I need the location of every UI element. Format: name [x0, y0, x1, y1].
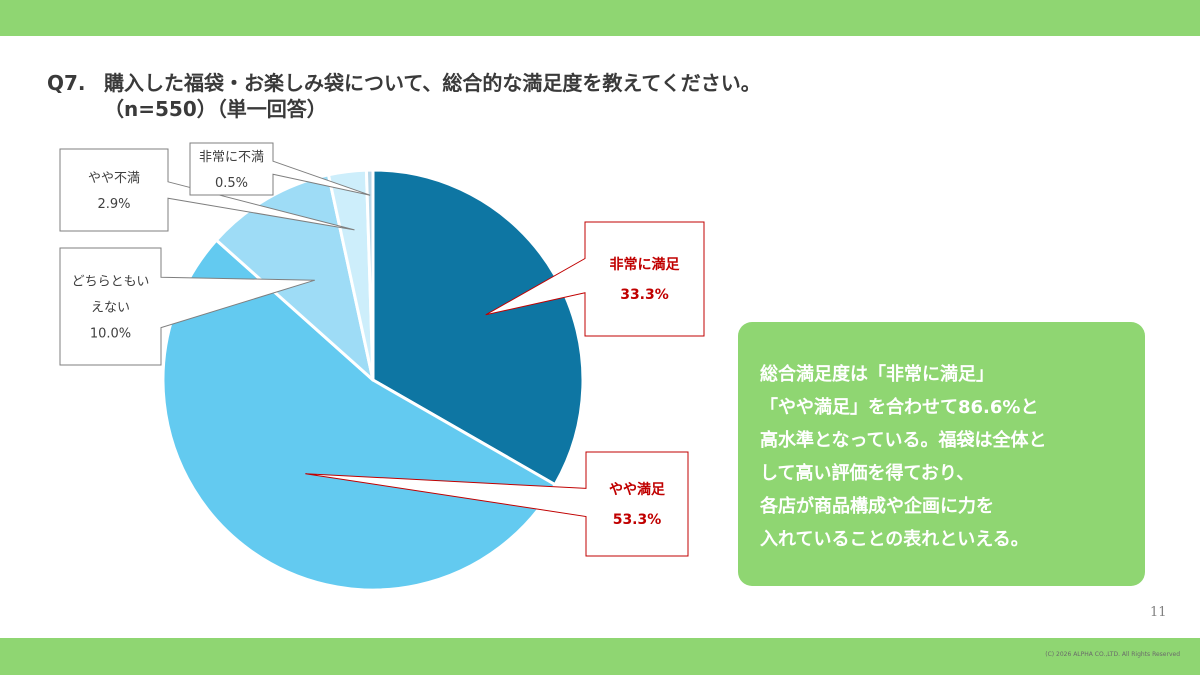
summary-line: 各店が商品構成や企画に力を: [760, 496, 994, 517]
summary-line: 高水準となっている。福袋は全体と: [760, 430, 1047, 451]
page-number: 11: [1150, 605, 1167, 620]
slice-category-label: やや満足: [609, 481, 666, 498]
copyright-text: (C) 2026 ALPHA CO.,LTD. All Rights Reser…: [1045, 651, 1180, 658]
summary-box: 総合満足度は「非常に満足」 「やや満足」を合わせて86.6%と 高水準となってい…: [738, 322, 1145, 586]
callout-box: [59, 148, 355, 232]
slice-percent-label: 53.3%: [613, 512, 662, 528]
pie-slice: [371, 168, 585, 487]
top-band: [0, 0, 1200, 36]
slice-percent-label: 33.3%: [620, 287, 669, 303]
summary-line: して高い評価を得ており、: [760, 463, 975, 484]
slice-percent-label: 0.5%: [215, 176, 248, 191]
question-subtext: （n=550）（単一回答）: [104, 97, 327, 121]
slice-category-label: 非常に不満: [199, 150, 264, 165]
question-heading: Q7. 購入した福袋・お楽しみ袋について、総合的な満足度を教えてください。 （n=…: [47, 70, 761, 122]
summary-line: 「やや満足」を合わせて86.6%と: [760, 397, 1039, 418]
slice-category-label: やや不満: [88, 171, 140, 186]
summary-line: 総合満足度は「非常に満足」: [760, 364, 994, 385]
summary-line: 入れていることの表れといえる。: [760, 529, 1029, 550]
callout-box: [305, 451, 689, 557]
slice-category-label: えない: [91, 301, 130, 316]
slice-category-label: どちらともい: [72, 275, 150, 290]
pie-slice: [364, 168, 375, 382]
slice-percent-label: 2.9%: [97, 197, 130, 212]
callout-box: [189, 142, 371, 196]
pie-slice: [161, 238, 557, 592]
callout-box: [485, 221, 705, 337]
slice-percent-label: 10.0%: [90, 327, 131, 342]
callout-box: [59, 247, 315, 366]
bottom-band: [0, 638, 1200, 675]
question-number: Q7.: [47, 71, 86, 95]
slice-category-label: 非常に満足: [610, 256, 681, 273]
question-text: 購入した福袋・お楽しみ袋について、総合的な満足度を教えてください。: [104, 71, 761, 95]
